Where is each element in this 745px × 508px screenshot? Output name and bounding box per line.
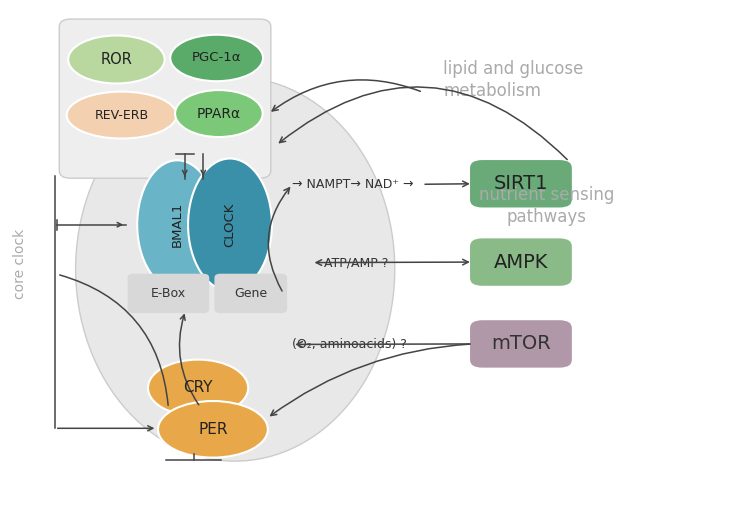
Text: REV-ERB: REV-ERB <box>95 109 149 121</box>
Ellipse shape <box>175 90 263 137</box>
Text: nutrient sensing
pathways: nutrient sensing pathways <box>479 186 615 226</box>
FancyBboxPatch shape <box>215 274 287 313</box>
Text: E-Box: E-Box <box>150 287 186 300</box>
Text: Gene: Gene <box>234 287 267 300</box>
Ellipse shape <box>148 360 248 416</box>
Ellipse shape <box>67 91 177 139</box>
Ellipse shape <box>75 77 395 461</box>
FancyBboxPatch shape <box>127 274 209 313</box>
Text: CRY: CRY <box>183 380 213 395</box>
Text: core clock: core clock <box>13 229 27 299</box>
FancyBboxPatch shape <box>469 159 573 208</box>
FancyBboxPatch shape <box>60 19 271 178</box>
Text: PPARα: PPARα <box>197 107 241 120</box>
Ellipse shape <box>69 36 165 83</box>
Ellipse shape <box>188 158 272 291</box>
FancyBboxPatch shape <box>469 237 573 287</box>
Text: BMAL1: BMAL1 <box>171 202 184 247</box>
Ellipse shape <box>158 401 268 458</box>
Text: ROR: ROR <box>101 52 133 67</box>
FancyBboxPatch shape <box>469 319 573 369</box>
Text: SIRT1: SIRT1 <box>494 174 548 193</box>
Ellipse shape <box>137 161 218 289</box>
Text: mTOR: mTOR <box>491 334 551 354</box>
Text: PER: PER <box>198 422 228 437</box>
Text: CLOCK: CLOCK <box>224 203 236 247</box>
Text: PGC-1α: PGC-1α <box>192 51 241 65</box>
Text: AMPK: AMPK <box>494 252 548 272</box>
Text: (O₂, aminoacids) ?: (O₂, aminoacids) ? <box>292 338 408 352</box>
Ellipse shape <box>171 35 263 81</box>
Text: → NAMPT→ NAD⁺ →: → NAMPT→ NAD⁺ → <box>292 178 413 191</box>
Text: lipid and glucose
metabolism: lipid and glucose metabolism <box>443 59 583 100</box>
Text: ATP/AMP ?: ATP/AMP ? <box>324 256 389 269</box>
